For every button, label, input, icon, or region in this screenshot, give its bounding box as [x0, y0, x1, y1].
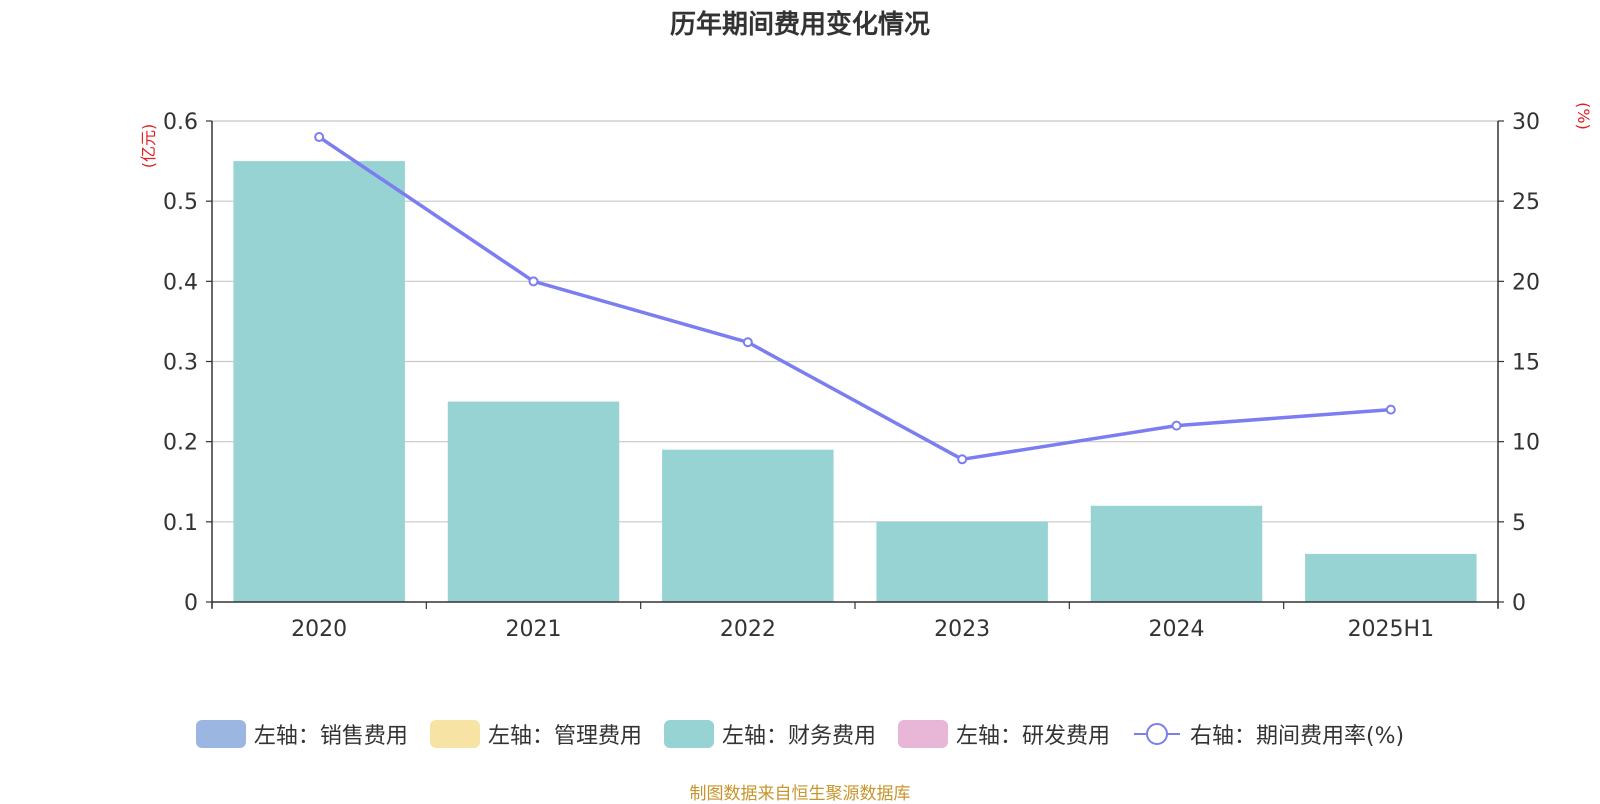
- right-axis-tick-label: 30: [1512, 110, 1540, 135]
- legend-label: 左轴：管理费用: [487, 724, 642, 749]
- legend-label: 左轴：财务费用: [721, 724, 876, 749]
- bar-finance-2021: [447, 401, 620, 602]
- x-axis-tick-label: 2024: [1149, 617, 1205, 642]
- rate-point-2020: [314, 132, 325, 143]
- legend-label: 右轴：期间费用率(%): [1189, 724, 1405, 749]
- bar-finance-2024: [1090, 505, 1263, 602]
- legend-item[interactable]: 左轴：管理费用: [429, 718, 642, 750]
- rate-point-2025H1: [1385, 404, 1396, 415]
- data-source-note: 制图数据来自恒生聚源数据库: [689, 784, 911, 804]
- bar-series: [233, 161, 1477, 603]
- x-axis-tick-label: 2021: [506, 617, 562, 642]
- legend-item[interactable]: 左轴：财务费用: [663, 718, 876, 750]
- left-axis-tick-label: 0.3: [163, 351, 198, 376]
- left-axis-tick-label: 0.6: [163, 110, 198, 135]
- rate-point-2024: [1171, 420, 1182, 431]
- legend-line-marker-icon: [1133, 723, 1180, 745]
- rate-point-2023: [957, 454, 968, 465]
- bar-finance-2025H1: [1305, 553, 1477, 602]
- legend-swatch: [429, 720, 480, 748]
- legend-swatch: [663, 720, 714, 748]
- right-axis-tick-label: 5: [1512, 511, 1526, 536]
- left-axis-tick-label: 0.5: [163, 190, 198, 215]
- left-axis-tick-label: 0.1: [163, 511, 198, 536]
- x-axis-tick-label: 2023: [934, 617, 990, 642]
- rate-point-2021: [528, 276, 539, 287]
- chart-canvas: 0 0.1 0.2 0.3 0.4 0.5 0.6 0 5 10 15 20 25 30 2020 2021 2…: [139, 102, 1593, 642]
- right-axis-tick-label: 25: [1512, 190, 1540, 215]
- rate-point-2022: [742, 337, 753, 348]
- legend-label: 左轴：研发费用: [955, 724, 1110, 749]
- axes: 0 0.1 0.2 0.3 0.4 0.5 0.6 0 5 10 15 20 25 30 2020 2021 2…: [163, 110, 1540, 642]
- legend-swatch: [195, 720, 246, 748]
- right-axis-tick-label: 0: [1512, 591, 1526, 616]
- left-axis-tick-label: 0.4: [163, 270, 198, 295]
- chart-title: 历年期间费用变化情况: [669, 10, 930, 40]
- left-axis-tick-label: 0: [184, 591, 198, 616]
- bar-finance-2023: [876, 521, 1048, 602]
- legend-item[interactable]: 左轴：研发费用: [897, 718, 1110, 750]
- x-axis-tick-label: 2025H1: [1348, 617, 1435, 642]
- rate-line: [318, 135, 1391, 462]
- legend-label: 左轴：销售费用: [253, 724, 408, 749]
- rate-line-series: [314, 132, 1396, 465]
- right-axis-unit: (%): [1574, 102, 1593, 130]
- legend: 左轴：销售费用 左轴：管理费用 左轴：财务费用 左轴：研发费用 右轴：期间费用率(%): [0, 718, 1600, 750]
- right-axis-tick-label: 15: [1512, 351, 1540, 376]
- legend-item[interactable]: 右轴：期间费用率(%): [1132, 718, 1404, 750]
- bar-finance-2022: [662, 449, 834, 602]
- grid-lines: [212, 120, 1498, 523]
- left-axis-unit: (亿元): [139, 124, 158, 169]
- left-axis-tick-label: 0.2: [163, 431, 198, 456]
- bar-finance-2020: [233, 161, 405, 603]
- right-axis-tick-label: 10: [1512, 431, 1540, 456]
- legend-item[interactable]: 左轴：销售费用: [195, 718, 408, 750]
- right-axis-tick-label: 20: [1512, 270, 1540, 295]
- legend-swatch: [897, 720, 948, 748]
- x-axis-tick-label: 2020: [291, 617, 347, 642]
- x-axis-tick-label: 2022: [720, 617, 776, 642]
